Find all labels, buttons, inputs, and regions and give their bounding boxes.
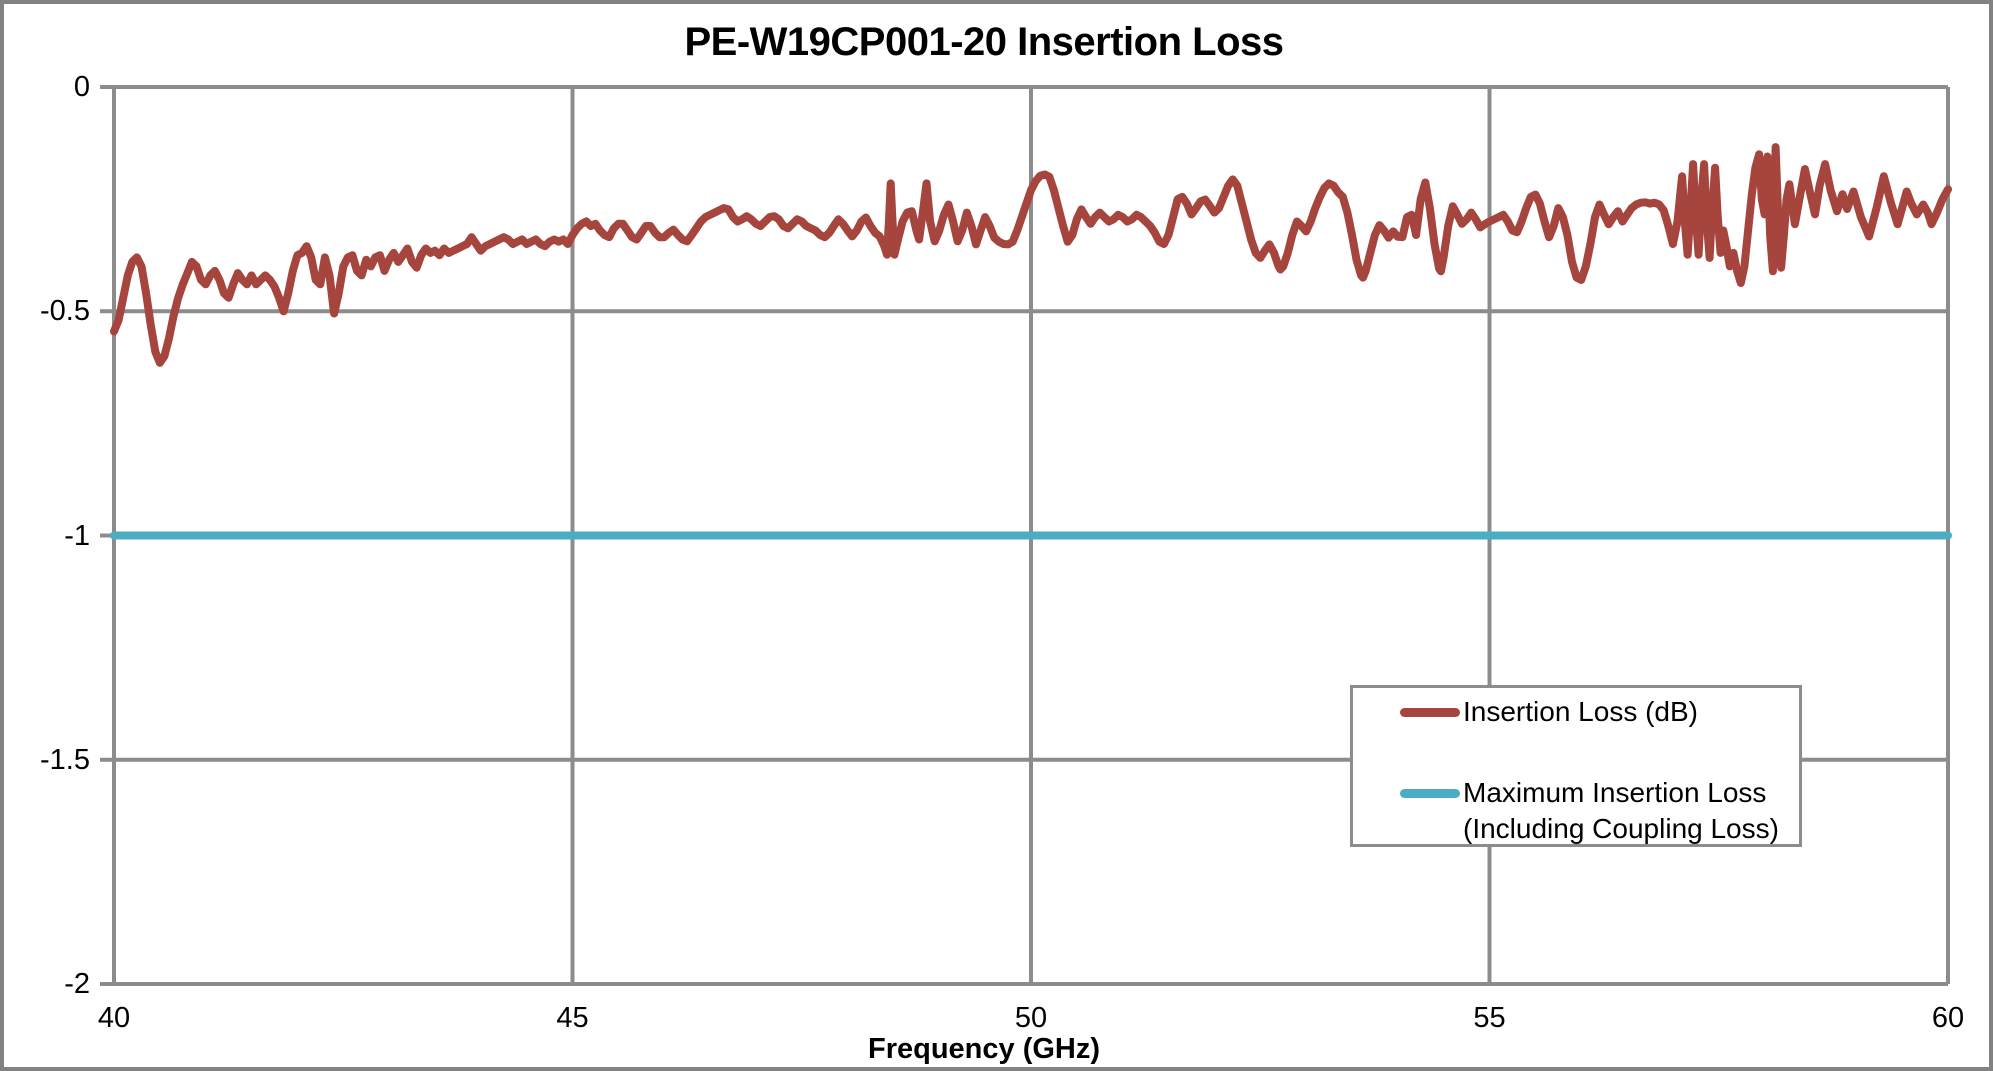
legend-label-max-insertion-loss: Maximum Insertion Loss (Including Coupli… bbox=[1463, 775, 1779, 847]
x-axis-tick-label: 50 bbox=[1014, 1002, 1048, 1034]
chart-title: PE-W19CP001-20 Insertion Loss bbox=[684, 20, 1284, 64]
legend-label-line1: Maximum Insertion Loss bbox=[1463, 777, 1767, 808]
series-insertion-loss-line bbox=[110, 143, 1952, 367]
legend-item-insertion-loss: Insertion Loss (dB) bbox=[1400, 694, 1698, 730]
x-axis-title: Frequency (GHz) bbox=[867, 1033, 1101, 1065]
legend-label-insertion-loss: Insertion Loss (dB) bbox=[1463, 696, 1698, 727]
x-axis-tick-label: 55 bbox=[1473, 1002, 1506, 1034]
legend-swatch-max-insertion-loss bbox=[1400, 789, 1460, 798]
x-axis-tick-label: 60 bbox=[1931, 1002, 1965, 1034]
y-axis-tick-label: -0.5 bbox=[40, 295, 90, 328]
legend-label-line2: (Including Coupling Loss) bbox=[1463, 813, 1779, 844]
y-axis-tick-label: -1 bbox=[64, 519, 90, 552]
plot-area bbox=[100, 85, 1952, 986]
x-axis-tick-label: 40 bbox=[97, 1002, 131, 1034]
legend-swatch-insertion-loss bbox=[1400, 707, 1460, 717]
y-axis-tick-label: -2 bbox=[64, 968, 90, 1000]
legend-item-max-insertion-loss: Maximum Insertion Loss (Including Coupli… bbox=[1400, 775, 1779, 847]
y-axis-tick-label: 0 bbox=[73, 71, 90, 103]
legend: Insertion Loss (dB) Maximum Insertion Lo… bbox=[1350, 685, 1802, 847]
y-axis-tick-label: -1.5 bbox=[40, 743, 90, 776]
x-axis-tick-label: 45 bbox=[556, 1002, 589, 1034]
